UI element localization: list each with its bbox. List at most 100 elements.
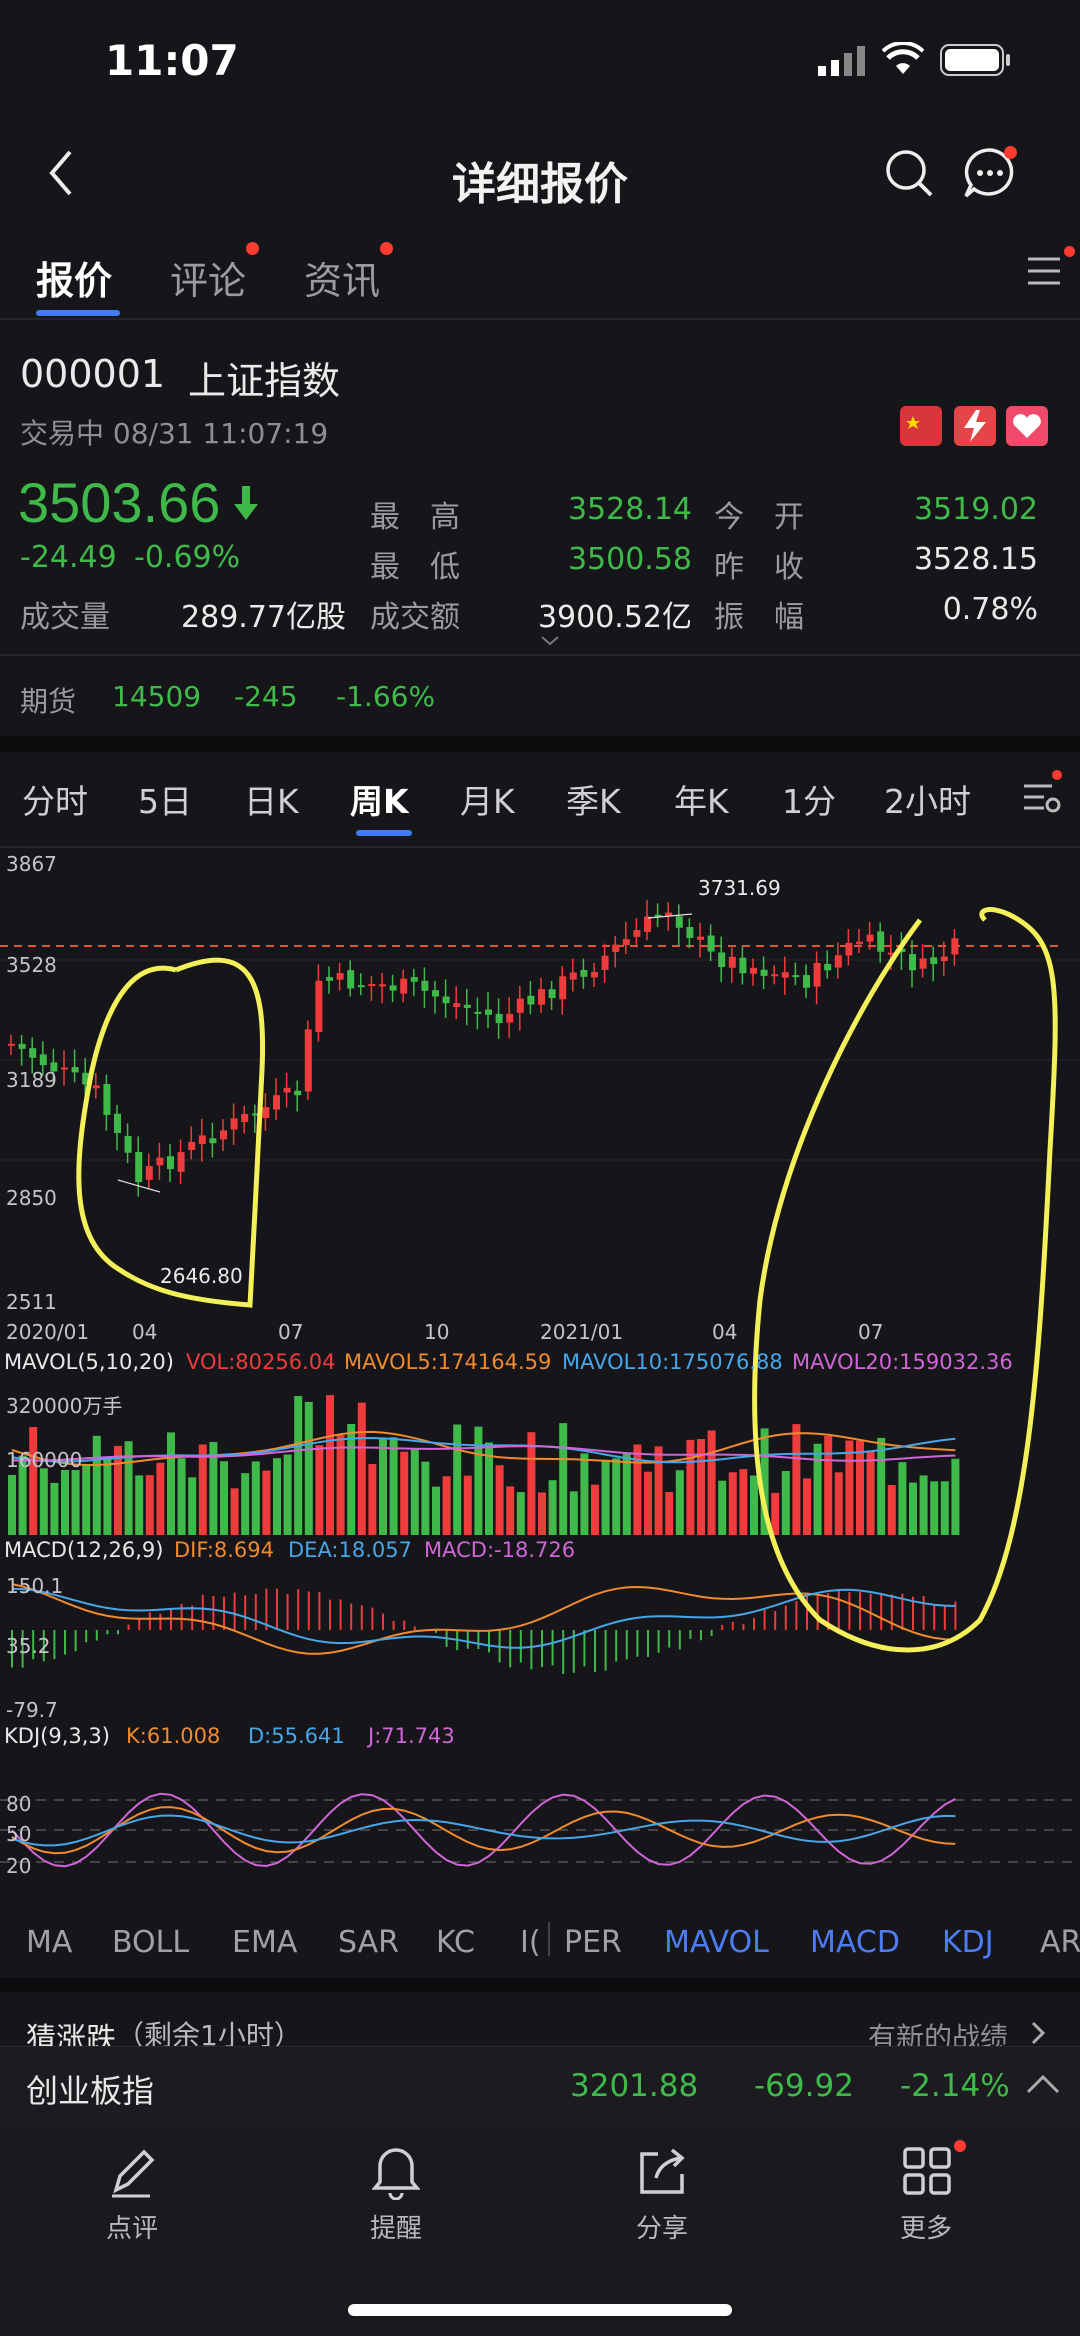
period-daily[interactable]: 日K xyxy=(244,782,299,821)
signal-icon xyxy=(818,46,868,76)
nav-alert-label[interactable]: 提醒 xyxy=(369,2214,422,2244)
indicator-kc[interactable]: KC xyxy=(436,1925,475,1960)
x-tick-7: 07 xyxy=(858,1320,884,1344)
indicator-ma[interactable]: MA xyxy=(26,1925,73,1960)
chevron-up-icon[interactable] xyxy=(1026,2074,1060,2098)
indicator-partial[interactable]: I( xyxy=(520,1925,541,1960)
bell-icon[interactable] xyxy=(371,2144,421,2204)
candle xyxy=(135,1151,143,1183)
search-icon[interactable] xyxy=(884,148,934,202)
candle xyxy=(771,974,779,977)
stock-code: 000001 xyxy=(20,352,166,396)
futures-change-pct: -1.66% xyxy=(336,680,436,713)
chevron-right-icon[interactable] xyxy=(1030,2020,1046,2050)
flash-icon[interactable] xyxy=(954,406,996,446)
nav-share-label[interactable]: 分享 xyxy=(635,2214,688,2244)
volume-bar xyxy=(887,1484,896,1535)
volume-value: 289.77亿股 xyxy=(181,600,346,635)
menu-icon[interactable] xyxy=(1024,246,1075,292)
favorite-icon[interactable] xyxy=(1006,406,1048,446)
high-leader xyxy=(647,913,693,919)
indicator-ema[interactable]: EMA xyxy=(232,1925,298,1960)
candle xyxy=(230,1118,238,1130)
nav-comment-label[interactable]: 点评 xyxy=(105,2214,158,2244)
volume-bar xyxy=(156,1462,165,1535)
pencil-icon[interactable] xyxy=(106,2146,156,2204)
candle xyxy=(50,1062,58,1072)
period-1min[interactable]: 1分 xyxy=(782,782,836,821)
candle xyxy=(283,1087,291,1093)
x-tick-4: 10 xyxy=(424,1320,450,1344)
indicator-per[interactable]: PER xyxy=(564,1925,622,1960)
mavol-vol: VOL:80256.04 xyxy=(186,1350,336,1374)
volume-bar xyxy=(188,1477,197,1535)
candle xyxy=(442,996,450,1004)
volume-bar xyxy=(760,1428,769,1535)
period-quarterly[interactable]: 季K xyxy=(566,782,621,821)
volume-bar xyxy=(61,1469,69,1535)
volume-bar xyxy=(909,1482,917,1535)
period-weekly[interactable]: 周K xyxy=(350,782,409,821)
period-monthly[interactable]: 月K xyxy=(460,782,515,821)
back-icon[interactable] xyxy=(46,148,76,202)
volume-bar xyxy=(442,1476,451,1535)
price-change: -24.49 xyxy=(20,540,117,575)
x-tick-3: 07 xyxy=(278,1320,304,1344)
candle xyxy=(866,934,874,942)
candle xyxy=(262,1107,270,1119)
volume-bar xyxy=(198,1444,207,1535)
candle xyxy=(485,1009,492,1015)
ticker-name[interactable]: 创业板指 xyxy=(26,2072,155,2110)
period-2hour[interactable]: 2小时 xyxy=(884,782,971,821)
futures-value: 14509 xyxy=(112,680,202,713)
volume-bar xyxy=(559,1423,568,1535)
volume-bar xyxy=(167,1432,175,1535)
indicator-mavol[interactable]: MAVOL xyxy=(664,1925,769,1960)
kdj-k: K:61.008 xyxy=(126,1724,221,1748)
indicator-ar[interactable]: AR xyxy=(1040,1925,1080,1960)
share-icon[interactable] xyxy=(636,2144,688,2202)
stock-chart[interactable] xyxy=(0,850,1080,1900)
mavol-tick-2: 160000 xyxy=(6,1448,83,1472)
volume-bar xyxy=(347,1423,356,1535)
volume-bar xyxy=(50,1482,59,1535)
period-yearly[interactable]: 年K xyxy=(674,782,729,821)
tab-comments[interactable]: 评论 xyxy=(170,259,247,303)
grid-icon[interactable] xyxy=(902,2140,966,2200)
kdj-k-line xyxy=(11,1806,956,1855)
nav-more-label[interactable]: 更多 xyxy=(899,2214,952,2244)
candle xyxy=(18,1043,26,1049)
tab-news[interactable]: 资讯 xyxy=(304,259,381,303)
candle xyxy=(294,1090,302,1096)
period-intraday[interactable]: 分时 xyxy=(22,782,88,821)
period-5day[interactable]: 5日 xyxy=(138,782,192,821)
candle xyxy=(622,939,630,946)
expand-chevron-icon[interactable] xyxy=(540,632,560,651)
candle xyxy=(877,931,885,952)
volume-bar xyxy=(781,1470,790,1535)
x-tick-2: 04 xyxy=(132,1320,158,1344)
candle xyxy=(8,1043,15,1046)
low-leader xyxy=(117,1179,161,1193)
indicator-boll[interactable]: BOLL xyxy=(112,1925,190,1960)
macd-dea-line xyxy=(11,1587,956,1649)
indicator-sar[interactable]: SAR xyxy=(338,1925,399,1960)
candle xyxy=(612,944,620,952)
volume-bar xyxy=(665,1491,674,1535)
candle xyxy=(951,938,959,955)
message-icon[interactable] xyxy=(962,146,1018,204)
volume-bar xyxy=(251,1461,260,1535)
tab-quote[interactable]: 报价 xyxy=(36,259,113,303)
candle xyxy=(580,969,588,977)
candle xyxy=(29,1048,37,1058)
volume-bar xyxy=(389,1437,398,1535)
volume-bar xyxy=(209,1442,218,1535)
candle xyxy=(824,963,832,971)
indicator-kdj[interactable]: KDJ xyxy=(942,1925,994,1960)
volume-bar xyxy=(644,1471,652,1535)
candle xyxy=(198,1135,206,1145)
volume-bar xyxy=(230,1488,239,1535)
x-tick-1: 2020/01 xyxy=(6,1320,90,1344)
indicator-macd[interactable]: MACD xyxy=(810,1925,900,1960)
chart-settings-icon[interactable] xyxy=(1022,770,1062,822)
